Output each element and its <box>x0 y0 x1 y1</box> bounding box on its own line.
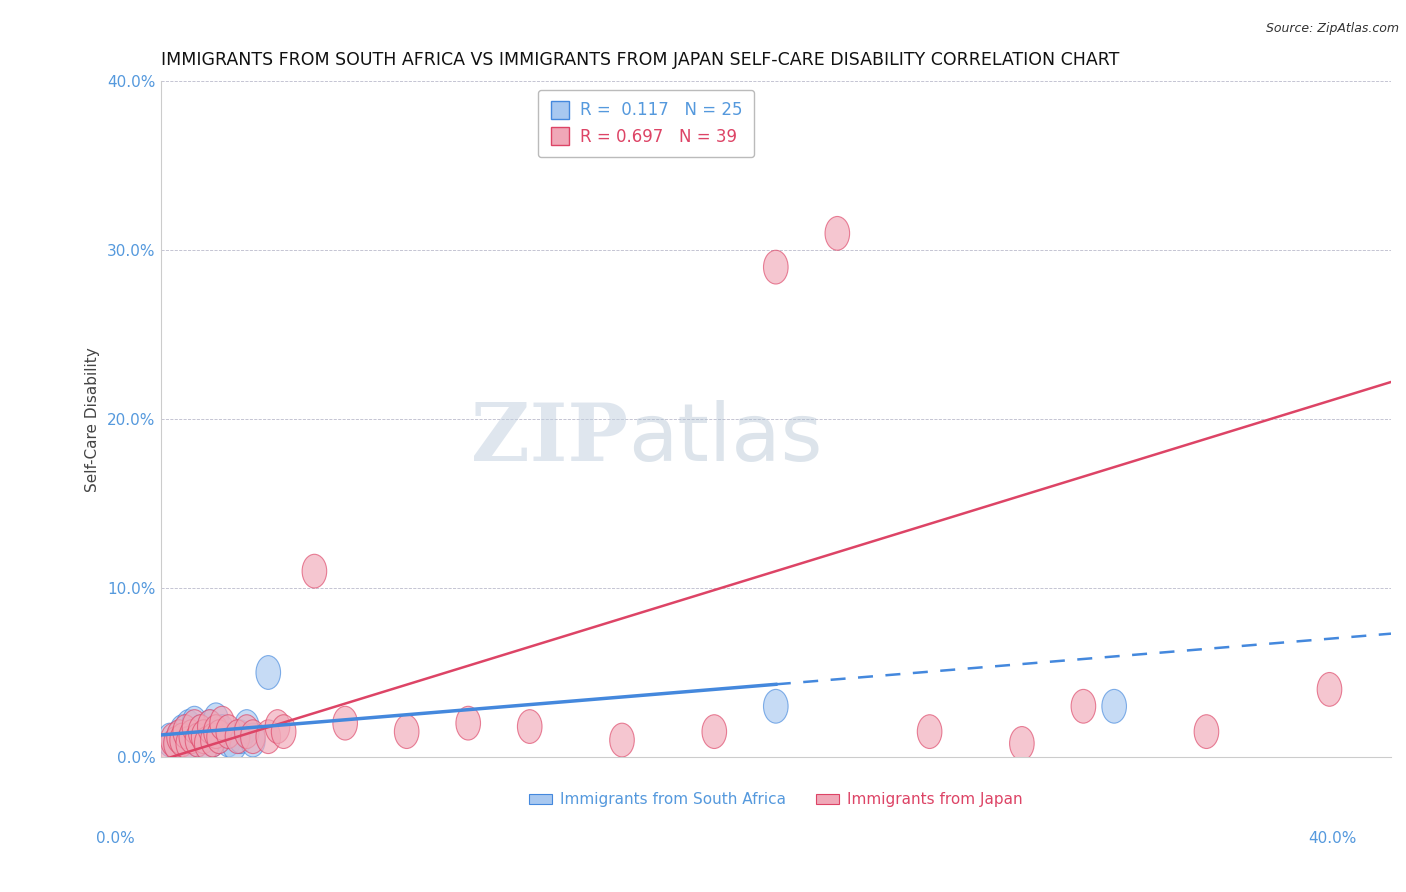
Ellipse shape <box>456 706 481 740</box>
Ellipse shape <box>1317 673 1341 706</box>
Ellipse shape <box>167 720 191 754</box>
Ellipse shape <box>167 720 191 754</box>
Ellipse shape <box>271 714 295 748</box>
Ellipse shape <box>207 720 232 754</box>
Ellipse shape <box>256 656 281 690</box>
Text: 0.0%: 0.0% <box>96 831 135 847</box>
Ellipse shape <box>163 727 188 760</box>
Ellipse shape <box>763 690 789 723</box>
Ellipse shape <box>176 727 201 760</box>
Ellipse shape <box>394 714 419 748</box>
Ellipse shape <box>235 710 259 743</box>
Ellipse shape <box>228 720 253 754</box>
Ellipse shape <box>188 714 212 748</box>
Ellipse shape <box>207 720 232 754</box>
Ellipse shape <box>160 723 186 757</box>
Ellipse shape <box>157 731 183 765</box>
Ellipse shape <box>763 251 789 284</box>
Ellipse shape <box>197 710 222 743</box>
Ellipse shape <box>170 723 194 757</box>
Ellipse shape <box>517 710 543 743</box>
Ellipse shape <box>1194 714 1219 748</box>
Ellipse shape <box>225 720 250 754</box>
Legend: Immigrants from South Africa, Immigrants from Japan: Immigrants from South Africa, Immigrants… <box>523 786 1029 814</box>
Ellipse shape <box>191 720 217 754</box>
Ellipse shape <box>179 720 204 754</box>
Ellipse shape <box>235 714 259 748</box>
Ellipse shape <box>702 714 727 748</box>
Ellipse shape <box>186 723 209 757</box>
Ellipse shape <box>188 714 212 748</box>
Ellipse shape <box>302 554 326 588</box>
Text: atlas: atlas <box>628 401 823 478</box>
Ellipse shape <box>183 710 207 743</box>
Ellipse shape <box>209 714 235 748</box>
Ellipse shape <box>201 723 225 757</box>
Ellipse shape <box>179 731 204 765</box>
Ellipse shape <box>610 723 634 757</box>
Ellipse shape <box>170 714 194 748</box>
Ellipse shape <box>204 703 228 737</box>
Ellipse shape <box>173 714 197 748</box>
Y-axis label: Self-Care Disability: Self-Care Disability <box>86 347 100 491</box>
Ellipse shape <box>163 727 188 760</box>
Ellipse shape <box>217 723 240 757</box>
Ellipse shape <box>1071 690 1095 723</box>
Ellipse shape <box>194 727 219 760</box>
Ellipse shape <box>176 710 201 743</box>
Ellipse shape <box>825 217 849 251</box>
Ellipse shape <box>157 723 183 757</box>
Ellipse shape <box>1010 727 1035 760</box>
Text: ZIP: ZIP <box>471 401 628 478</box>
Text: Source: ZipAtlas.com: Source: ZipAtlas.com <box>1265 22 1399 36</box>
Ellipse shape <box>191 720 217 754</box>
Ellipse shape <box>183 706 207 740</box>
Text: IMMIGRANTS FROM SOUTH AFRICA VS IMMIGRANTS FROM JAPAN SELF-CARE DISABILITY CORRE: IMMIGRANTS FROM SOUTH AFRICA VS IMMIGRAN… <box>160 51 1119 69</box>
Ellipse shape <box>256 720 281 754</box>
Ellipse shape <box>201 723 225 757</box>
Text: 40.0%: 40.0% <box>1309 831 1357 847</box>
Ellipse shape <box>333 706 357 740</box>
Ellipse shape <box>917 714 942 748</box>
Ellipse shape <box>266 710 290 743</box>
Ellipse shape <box>204 714 228 748</box>
Ellipse shape <box>1102 690 1126 723</box>
Ellipse shape <box>186 723 209 757</box>
Ellipse shape <box>222 727 246 760</box>
Ellipse shape <box>240 720 266 754</box>
Ellipse shape <box>217 714 240 748</box>
Ellipse shape <box>173 728 197 762</box>
Ellipse shape <box>209 706 235 740</box>
Ellipse shape <box>240 723 266 757</box>
Ellipse shape <box>194 727 219 760</box>
Ellipse shape <box>197 710 222 743</box>
